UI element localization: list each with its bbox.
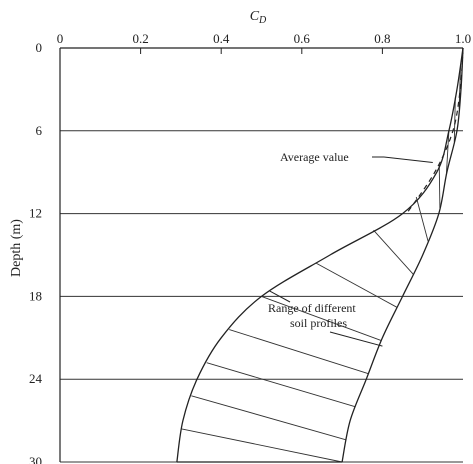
x-tick-label-4: 0.8 (374, 31, 390, 46)
hatch-lines (181, 64, 462, 463)
hatch-line (415, 196, 429, 242)
range-label-line-1: Range of different (268, 301, 356, 315)
x-tick-label-5: 1.0 (455, 31, 471, 46)
average-value-leader (383, 156, 433, 164)
y-tick-label-1: 6 (36, 123, 43, 138)
curves (176, 47, 464, 463)
axes (59, 47, 464, 462)
hatch-line (191, 395, 347, 441)
x-tick-label-2: 0.4 (213, 31, 230, 46)
average-value-label: Average value (280, 150, 349, 164)
range-upper-bound-curve (341, 47, 464, 463)
hatch-line (229, 329, 369, 375)
y-tick-label-3: 18 (29, 288, 42, 303)
range-label-line-2: soil profiles (290, 316, 347, 330)
y-axis-title: Depth (m) (9, 219, 24, 277)
range-leader-left (269, 290, 291, 303)
hatch-line (438, 163, 441, 209)
y-tick-label-2: 12 (29, 206, 42, 221)
tick-labels: 0 0.2 0.4 0.6 0.8 1.0 0 6 12 18 24 30 (29, 31, 471, 464)
hatch-line (453, 97, 456, 142)
y-tick-label-0: 0 (36, 40, 43, 55)
y-tick-label-5: 30 (29, 454, 42, 464)
hatch-line (261, 295, 382, 341)
y-tick-label-4: 24 (29, 371, 43, 386)
x-tick-label-0: 0 (57, 31, 64, 46)
hatch-line (458, 64, 462, 109)
hatch-line (445, 130, 450, 175)
x-axis-title: CD (250, 9, 267, 26)
x-tick-label-3: 0.6 (294, 31, 311, 46)
hatch-line (373, 229, 414, 275)
range-leader-right (329, 331, 383, 347)
x-tick-label-1: 0.2 (132, 31, 148, 46)
hatch-line (316, 262, 398, 308)
average-value-curve (406, 47, 464, 214)
range-lower-bound-curve (176, 47, 464, 463)
hatch-line (206, 362, 356, 408)
hatch-line (181, 428, 343, 463)
